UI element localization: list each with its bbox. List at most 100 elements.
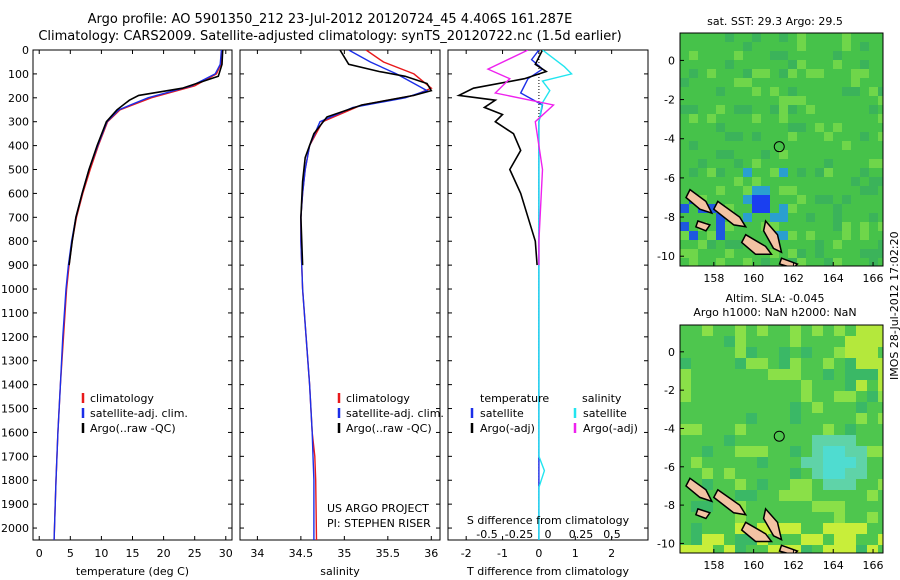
island-shape <box>694 220 712 232</box>
legend-label: climatology <box>90 392 154 405</box>
series-line-4 <box>486 50 555 266</box>
s-tick-label: 0.25 <box>569 528 594 541</box>
panel-3: -2 -1 0 1 2 T difference from climatology <box>447 49 649 578</box>
island-shape <box>740 521 774 543</box>
map-top-title: sat. SST: 29.3 Argo: 29.5 <box>707 15 843 28</box>
map-field <box>680 33 883 266</box>
map-y-tick-label: -2 <box>664 384 675 397</box>
y-tick-label: 700 <box>8 211 29 224</box>
map-field <box>680 325 883 553</box>
x-tick-label: 1 <box>572 547 579 560</box>
legend-header-temperature: temperature <box>480 392 549 405</box>
plot-frame <box>239 49 441 541</box>
y-tick-label: 2000 <box>1 522 29 535</box>
x-axis-label: T difference from climatology <box>466 565 629 578</box>
map-y-tick-label: -2 <box>664 94 675 107</box>
x-tick-label: 34 <box>250 547 264 560</box>
y-tick-label: 500 <box>8 164 29 177</box>
map-frame <box>679 324 884 554</box>
legend-label: satellite-adj. clim. <box>346 407 444 420</box>
plot-frame <box>447 49 649 541</box>
island-shape <box>762 219 783 254</box>
profile-charts: 0100200300400500600700800900100011001200… <box>1 44 649 578</box>
legend: climatology satellite-adj. clim. Argo(..ra… <box>81 392 188 435</box>
y-tick-label: 1400 <box>1 379 29 392</box>
legend: climatology satellite-adj. clim. Argo(..ra… <box>337 392 444 435</box>
island-shape <box>694 507 712 520</box>
map-x-tick-label: 158 <box>703 559 724 572</box>
series-line-2 <box>456 50 549 266</box>
panel-1: 0100200300400500600700800900100011001200… <box>1 44 233 578</box>
map-y-tick-label: -10 <box>657 537 675 550</box>
x-tick-label: 25 <box>188 547 202 560</box>
x-tick-label: 35.5 <box>376 547 401 560</box>
y-tick-label: 1200 <box>1 331 29 344</box>
credit-line2: PI: STEPHEN RISER <box>327 517 431 530</box>
island-shape <box>762 507 783 541</box>
series-line-3 <box>68 50 224 266</box>
legend-label: Argo(..raw -QC) <box>346 422 432 435</box>
y-tick-label: 200 <box>8 92 29 105</box>
legend-label: satellite <box>480 407 524 420</box>
y-tick-label: 100 <box>8 68 29 81</box>
island-shape <box>778 544 799 553</box>
panel-2: 34 34.5 35 35.5 36 salinity <box>239 49 441 578</box>
x-tick-label: 36 <box>424 547 438 560</box>
island-shape <box>778 257 799 266</box>
x-tick-label: 30 <box>219 547 233 560</box>
y-tick-label: 1100 <box>1 307 29 320</box>
imos-timestamp: IMOS 28-Jul-2012 17:02:20 <box>888 231 900 380</box>
legend-label: satellite <box>583 407 627 420</box>
map-x-tick-label: 166 <box>863 559 884 572</box>
legend-label: climatology <box>346 392 410 405</box>
island-shape <box>712 488 748 516</box>
x-tick-label: 2 <box>608 547 615 560</box>
map-y-tick-label: 0 <box>668 54 675 67</box>
y-tick-label: 1700 <box>1 450 29 463</box>
y-tick-label: 400 <box>8 140 29 153</box>
map-bottom-title-2: Argo h1000: NaN h2000: NaN <box>693 306 857 319</box>
map-x-tick-label: 164 <box>823 272 844 285</box>
y-tick-label: 300 <box>8 116 29 129</box>
s-tick-label: 0 <box>545 528 552 541</box>
map-y-tick-label: -6 <box>664 172 675 185</box>
legend-header-salinity: salinity <box>582 392 622 405</box>
s-tick-label: -0.25 <box>505 528 533 541</box>
map-y-tick-label: -4 <box>664 133 675 146</box>
map-y-tick-label: -6 <box>664 461 675 474</box>
legend-label: satellite-adj. clim. <box>90 407 188 420</box>
x-tick-label: 34.5 <box>289 547 314 560</box>
legend-label: Argo(-adj) <box>480 422 535 435</box>
map-x-tick-label: 164 <box>823 559 844 572</box>
argo-float-marker <box>773 430 785 442</box>
map-x-tick-label: 162 <box>783 272 804 285</box>
map-y-tick-label: -10 <box>657 250 675 263</box>
y-tick-label: 1800 <box>1 474 29 487</box>
plot-frame <box>32 49 233 541</box>
series-line-3 <box>538 50 573 540</box>
x-tick-label: 0 <box>36 547 43 560</box>
sla-map: 158 160 162 164 166 0 -2 -4 -6 -8 -10 <box>657 324 884 572</box>
map-x-tick-label: 160 <box>743 559 764 572</box>
island-shape <box>685 188 714 215</box>
map-x-tick-label: 166 <box>863 272 884 285</box>
y-tick-label: 1000 <box>1 283 29 296</box>
y-tick-label: 0 <box>22 44 29 57</box>
map-y-tick-label: -4 <box>664 422 675 435</box>
y-tick-label: 1600 <box>1 426 29 439</box>
map-bottom-title-1: Altim. SLA: -0.045 <box>725 292 825 305</box>
legend-label: Argo(-adj) <box>583 422 638 435</box>
s-axis-label: S difference from climatology <box>467 514 630 527</box>
x-tick-label: 10 <box>94 547 108 560</box>
figure-title-line1: Argo profile: AO 5901350_212 23-Jul-2012… <box>87 12 573 27</box>
map-frame <box>679 32 884 267</box>
x-tick-label: 20 <box>157 547 171 560</box>
x-tick-label: 0 <box>535 547 542 560</box>
x-axis-label: salinity <box>320 565 360 578</box>
legend-label: Argo(..raw -QC) <box>90 422 176 435</box>
argo-float-marker <box>773 141 785 153</box>
y-tick-label: 600 <box>8 187 29 200</box>
figure-title-line2: Climatology: CARS2009. Satellite-adjuste… <box>38 29 622 44</box>
island-shape <box>740 233 773 256</box>
